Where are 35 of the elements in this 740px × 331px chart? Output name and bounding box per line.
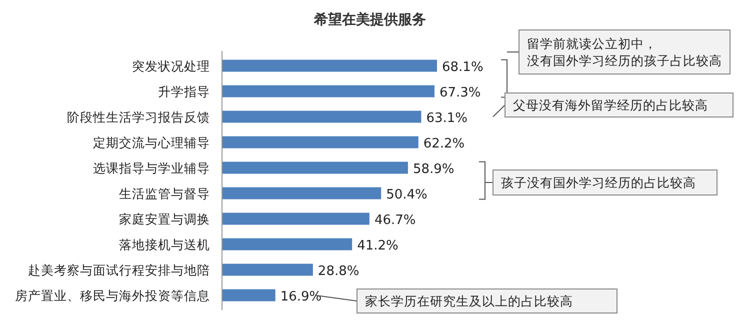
bar xyxy=(222,162,408,174)
data-label: 67.3% xyxy=(439,85,481,100)
bar xyxy=(222,264,313,276)
text: 留学前就读公立初中，没有国外学习经历的孩子占比较高 xyxy=(527,36,722,68)
y-tick-label: 生活监管与督导 xyxy=(119,186,210,201)
data-label: 68.1% xyxy=(442,60,484,75)
data-label: 28.8% xyxy=(318,264,360,279)
y-tick-label: 突发状况处理 xyxy=(132,58,210,74)
bar xyxy=(222,85,434,98)
data-label: 62.2% xyxy=(423,136,465,152)
bar xyxy=(222,238,352,250)
y-tick-label: 定期交流与心理辅导 xyxy=(93,134,210,150)
y-tick-label: 升学指导 xyxy=(158,84,210,99)
bar xyxy=(222,136,418,148)
bar xyxy=(222,212,370,225)
data-label: 41.2% xyxy=(357,238,398,254)
bar xyxy=(222,187,382,200)
text: 孩子没有国外学习经历的占比较高 xyxy=(501,175,696,190)
y-tick-label: 落地接机与送机 xyxy=(119,236,210,252)
y-tick-label: 家庭安置与调换 xyxy=(119,211,210,226)
annotation: 家长学历在研究生及以上的占比较高 xyxy=(365,294,573,308)
data-label: 16.9% xyxy=(280,289,322,304)
data-label: 58.9% xyxy=(412,162,454,177)
data-label: 46.7% xyxy=(374,212,416,228)
y-tick-label: 选课指导与学业辅导 xyxy=(93,160,210,176)
data-label: 50.4% xyxy=(386,187,428,202)
chart-title: 希望在美提供服务 xyxy=(313,11,426,28)
text: 父母没有海外留学经历的占比较高 xyxy=(513,98,708,112)
y-tick-label: 房产置业、移民与海外投资等信息 xyxy=(15,288,210,303)
y-tick-label: 阶段性生活学习报告反馈 xyxy=(67,109,210,124)
y-tick-label: 赴美考察与面试行程安排与地陪 xyxy=(28,262,210,278)
bar xyxy=(222,289,276,302)
bar xyxy=(222,110,422,123)
bar xyxy=(222,60,437,72)
data-label: 63.1% xyxy=(426,110,468,126)
